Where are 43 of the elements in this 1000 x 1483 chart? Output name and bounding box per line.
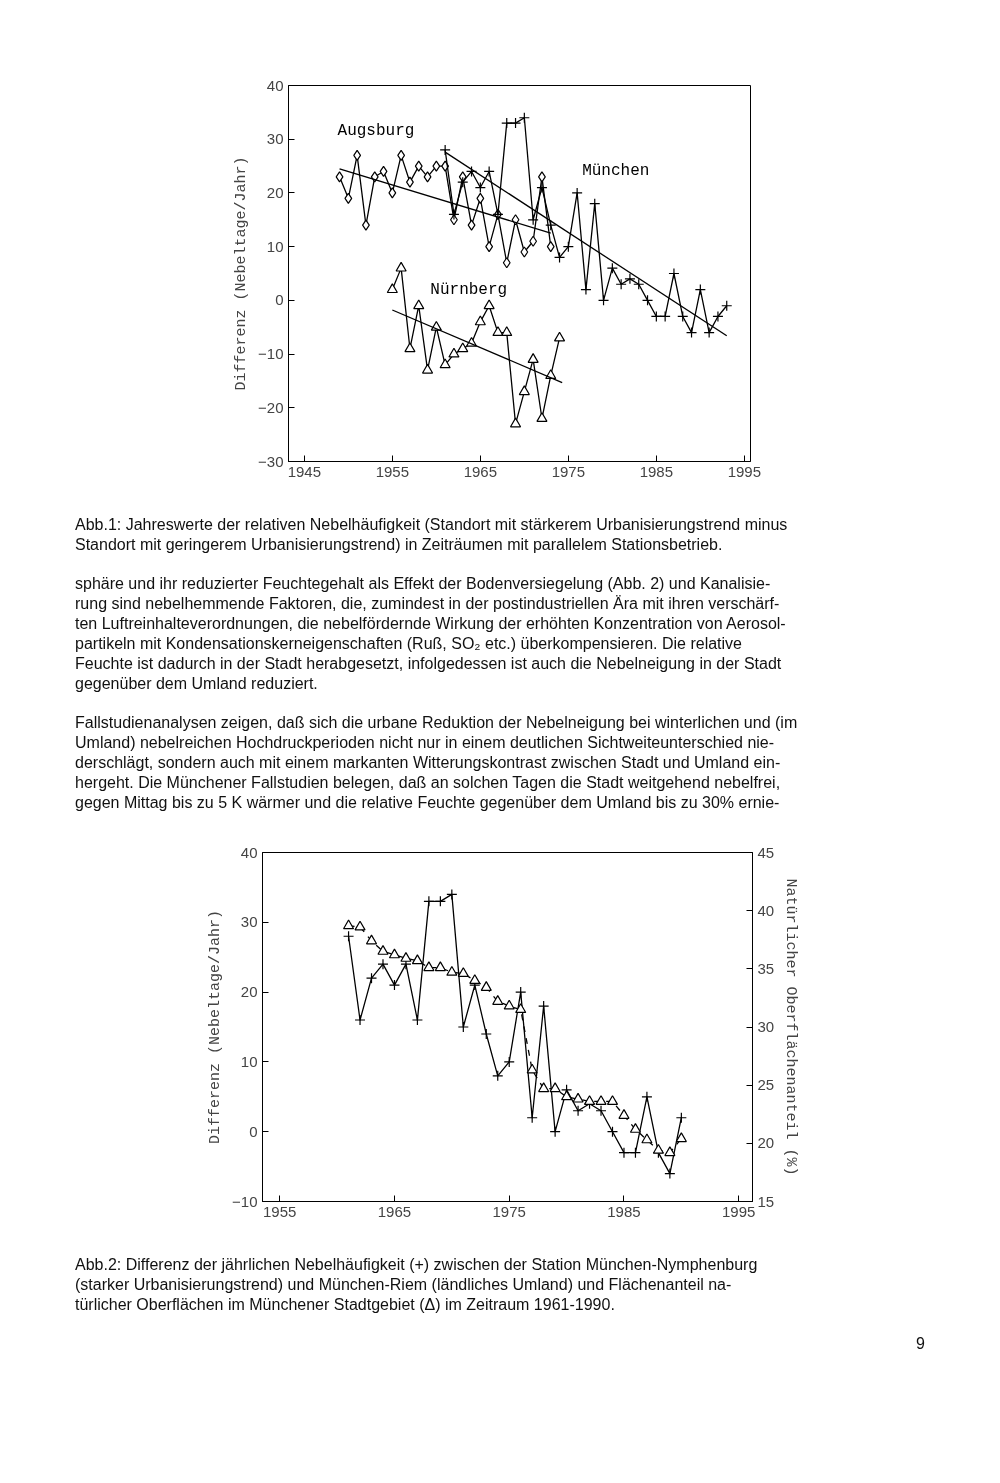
y-tick-label: 0 [275,291,284,309]
y-tick-label: 20 [240,983,258,1001]
y2-tick-label: 15 [757,1192,775,1210]
y-tick-label: −10 [232,1192,258,1210]
y-tick-label: 30 [266,130,284,148]
y2-tick-label: 30 [757,1018,775,1035]
x-tick-label: 1965 [463,462,498,480]
x-tick-label: 1975 [492,1202,526,1220]
y-tick-label: 10 [266,237,284,255]
y-tick-label: 40 [240,843,258,861]
y2-tick-label: 20 [757,1134,775,1152]
caption: Abb.1: Jahreswerte der relativen Nebelhäufigkeit (Standort mit stärkerem Urbanisierungstrend minus Standort mit geringerem Urbanisierungstrend) in Zeiträumen mit parallelem Stationsbetrieb. [75,515,788,555]
y-tick-label: 0 [249,1122,258,1140]
x-tick-label: 1945 [287,462,322,480]
caption: Abb.2: Differenz der jährlichen Nebelhäufigkeit (+) zwischen der Station München-Nymphenburg (starker Urbanisierungstrend) und München-Riem (ländliches Umland) und Flächenanteil na- türlicher Oberflächen im Münchener Stadtgebiet (Δ) im Zeitraum 1961-1990. [75,1255,758,1315]
x-tick-label: 1995 [722,1202,756,1220]
x-tick-label: 1975 [551,462,586,480]
y2-tick-label: 45 [757,843,775,861]
series-label: Augsburg [337,121,415,140]
y-tick-label: 10 [240,1052,258,1070]
series-label: Nürnberg [430,280,508,299]
x-tick-label: 1985 [607,1202,641,1220]
y-tick-label: 20 [266,183,284,201]
y2-tick-label: 35 [757,959,775,977]
x-tick-label: 1985 [639,462,674,480]
x-tick-label: 1965 [377,1202,412,1220]
y-tick-label: −10 [258,345,284,363]
y2-tick-label: 25 [757,1076,775,1094]
text: Fallstudienanalysen zeigen, daß sich die urbane Reduktion der Nebelneigung bei winterlichen und (im Umland) nebelreichen Hochdruckperioden nicht nur in einem deutlichen Sichtweiteunterschied nie- derschlägt, sondern auch mit einem markanten Witterungskontrast zwischen Stadt und Umland ein- hergeht. Die Münchener Fallstudien belegen, daß an solchen Tagen die Stadt weitgehend nebelfrei, gegen Mittag bis zu 5 K wärmer und die relative Feuchte gegenüber dem Umland bis zu 30% ernie- [75,713,798,813]
y2-tick-label: 40 [757,901,775,919]
y-tick-label: 40 [266,76,284,94]
text: sphäre und ihr reduzierter Feuchtegehalt als Effekt der Bodenversiegelung (Abb. 2) und Kanalisie- rung sind nebelhemmende Faktoren, die, zumindest in der postindustriellen Ära mit ihren verschärf- ten Luftreinhalteverordnungen, die nebelfördernde Wirkung der erhöhten Konzentration von Aerosol- partikeln mit Kondensationskerneigenschaften (Ruß, SO₂ etc.) überkompensieren. Die relative Feuchte ist dadurch in der Stadt herabgesetzt, infolgedessen ist auch die Nebelneigung in der Stadt gegenüber dem Umland reduziert. [75,574,786,694]
y-axis-title: Differenz (Nebeltage/Jahr) [207,909,225,1145]
y-tick-label: 30 [240,913,258,931]
y-axis-title: Differenz (Nebeltage/Jahr) [233,156,251,391]
y-tick-label: −20 [258,398,284,416]
series-label: München [582,161,650,180]
y-tick-label: −30 [258,452,284,470]
x-tick-label: 1995 [727,462,762,480]
x-tick-label: 1955 [263,1202,297,1220]
x-tick-label: 1955 [375,462,410,480]
y2-axis-title: Natürlicher Oberflächenanteil (%) [782,878,800,1176]
text: 9 [916,1334,925,1354]
